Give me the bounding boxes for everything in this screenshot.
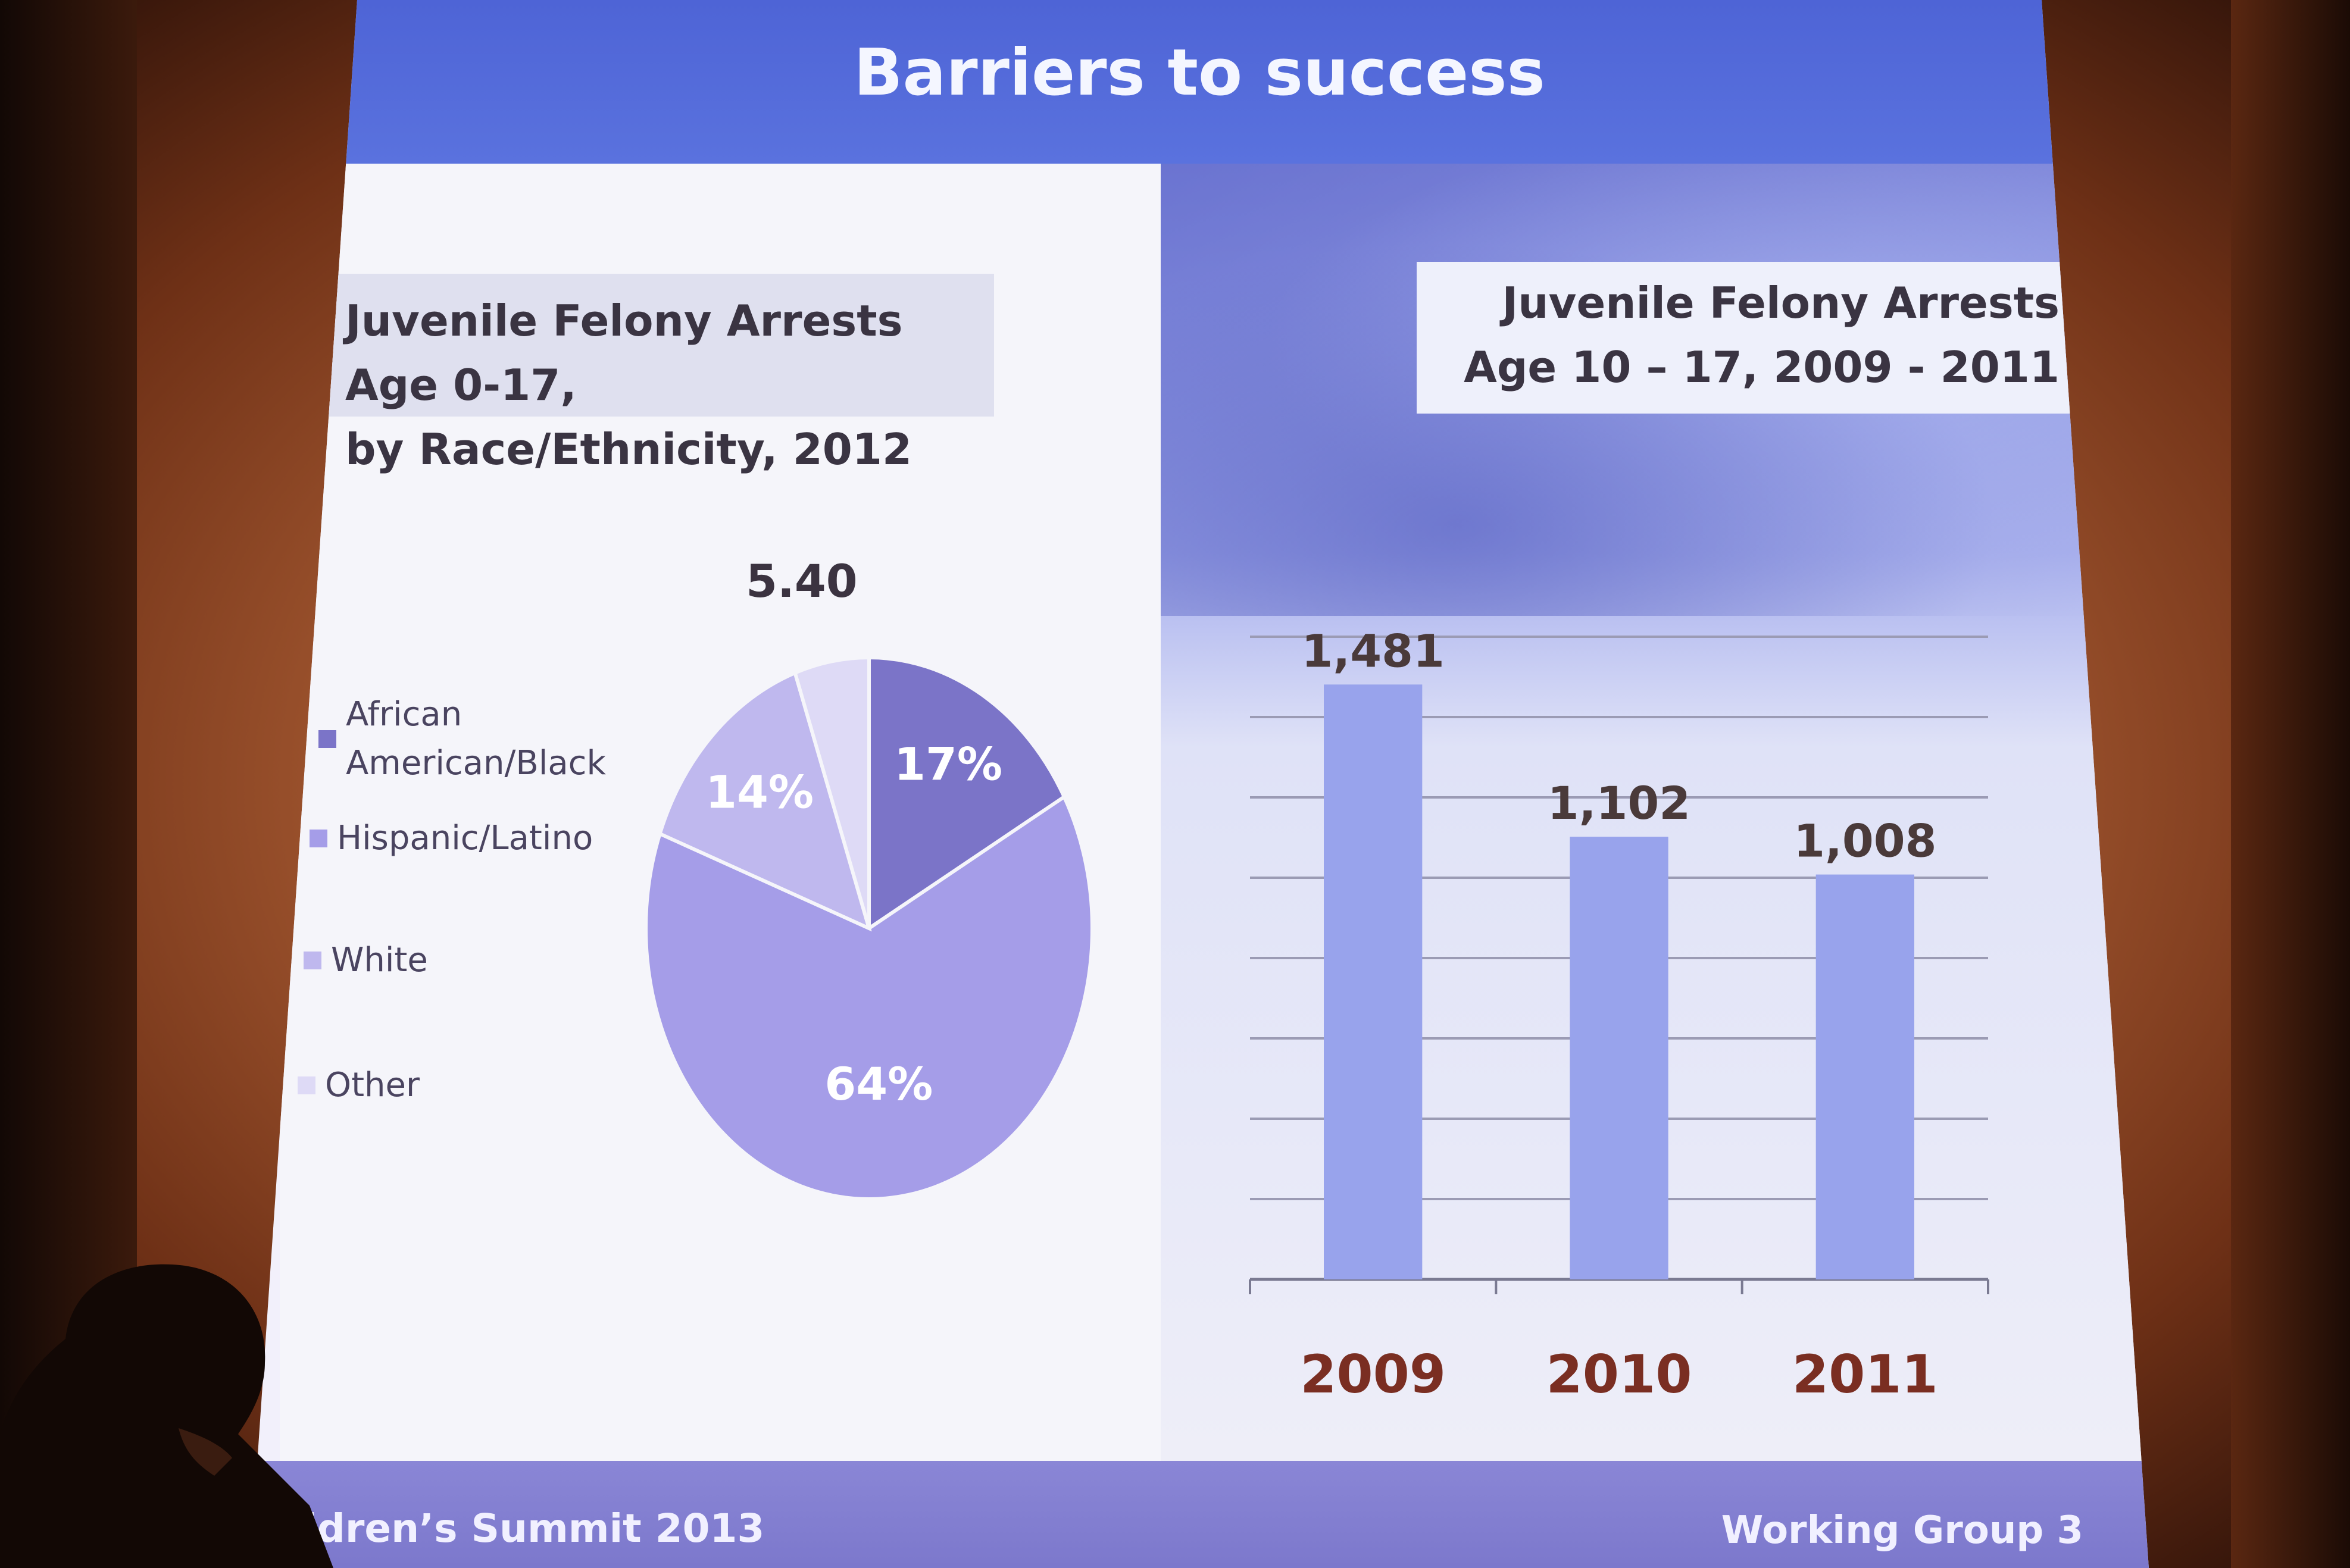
x-tick-label: 2011 — [1792, 1344, 1938, 1405]
legend-label-other: Other — [325, 1065, 420, 1104]
legend-label-white: White — [331, 940, 428, 979]
bar-2010 — [1570, 837, 1668, 1279]
pie-slice-white — [657, 670, 872, 932]
pie-label-white: 14% — [705, 766, 814, 819]
projection-screen: Barriers to success Juvenile Felony Arre… — [250, 0, 2149, 1568]
legend-label-african-american: African American/Black — [346, 695, 606, 783]
legend-item-hispanic: Hispanic/Latino — [310, 812, 593, 863]
bar-2009 — [1324, 684, 1423, 1279]
pie-slice-african-american — [867, 655, 1067, 932]
x-tick-label: 2010 — [1546, 1344, 1692, 1405]
pie-label-other: 5.40 — [746, 555, 858, 608]
legend-swatch-white — [304, 951, 321, 969]
bar-value-label: 1,102 — [1548, 777, 1690, 830]
bar-chart-title-box — [1417, 262, 2071, 414]
pie-slice-other — [793, 655, 871, 929]
legend-item-white: White — [304, 934, 428, 985]
legend-swatch-other — [298, 1076, 315, 1094]
bar-value-label: 1,008 — [1793, 815, 1936, 868]
bar-2011 — [1815, 874, 1914, 1279]
slide-title-bar — [250, 0, 2149, 164]
legend-swatch-hispanic — [310, 829, 327, 847]
slide-title: Barriers to success — [854, 36, 1545, 110]
footer-event-name: ldren’s Summit 2013 — [304, 1506, 765, 1551]
footer-working-group: Working Group 3 — [1721, 1508, 2083, 1553]
legend-item-african-american: African American/Black — [318, 690, 606, 788]
pie-label-hispanic: 64% — [824, 1057, 933, 1110]
pie-chart-title-box — [321, 274, 994, 417]
pie-slice-hispanic — [644, 794, 1094, 1201]
speaker-silhouette — [0, 1264, 333, 1568]
slide-footer-bar — [250, 1461, 2149, 1568]
legend-item-other: Other — [298, 1059, 420, 1110]
pie-chart: 17% 64% 14% 5.40 — [644, 555, 1094, 1201]
bar-value-label: 1,481 — [1301, 624, 1444, 677]
legend-label-hispanic: Hispanic/Latino — [337, 818, 593, 857]
pie-label-african-american: 17% — [894, 738, 1002, 791]
pie-chart-title: Juvenile Felony Arrests Age 0-17, by Rac… — [345, 296, 912, 474]
legend-swatch-african-american — [318, 730, 336, 748]
x-tick-label: 2009 — [1300, 1344, 1446, 1405]
bar-chart: 1,481 2009 1,102 2010 1,008 2011 — [1249, 624, 1989, 1405]
dark-wall-right — [2231, 0, 2350, 1568]
bar-chart-title: Juvenile Felony Arrests Age 10 – 17, 200… — [1464, 278, 2060, 392]
